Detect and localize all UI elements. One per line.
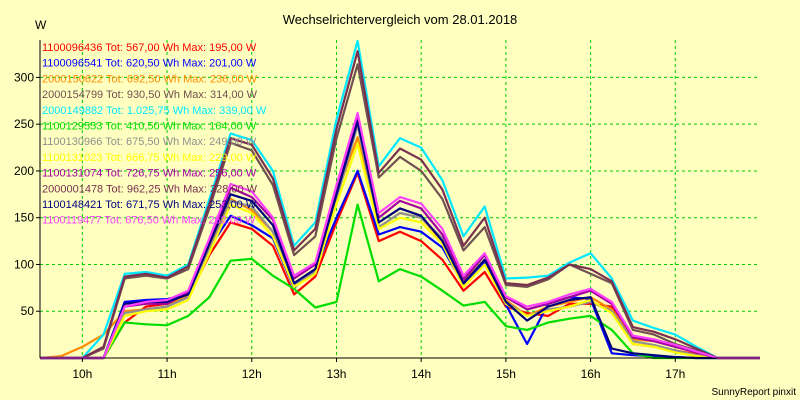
x-tick-label: 17h — [665, 367, 685, 381]
x-tick-label: 14h — [411, 367, 431, 381]
x-tick-label: 10h — [72, 367, 92, 381]
plot-area — [39, 39, 760, 360]
x-tick-label: 16h — [581, 367, 601, 381]
axes: 50 100 150 200 250 300 10h 11h 12h 13h 14h 15h 16h 17… — [14, 40, 760, 381]
y-tick-label: 150 — [14, 211, 34, 225]
legend-entry-1100131074: 1100131074 Tot: 726,75 Wh Max: 256,00 W — [42, 168, 257, 180]
y-axis-label: W — [35, 18, 47, 32]
y-tick-label: 200 — [14, 164, 34, 178]
legend-entry-2000154799: 2000154799 Tot: 930,50 Wh Max: 314,00 W — [42, 89, 258, 101]
footer-credit: SunnyReport pinxit — [712, 387, 797, 398]
legend-entry-2000149882: 2000149882 Tot: 1.025,75 Wh Max: 339,00 … — [42, 105, 267, 117]
legend-entry-1100096541: 1100096541 Tot: 620,50 Wh Max: 201,00 W — [42, 58, 257, 70]
legend-entry-2000001478: 2000001478 Tot: 962,25 Wh Max: 328,00 W — [42, 183, 258, 195]
legend-entry-1100148421: 1100148421 Tot: 671,75 Wh Max: 253,00 W — [42, 199, 257, 211]
y-tick-label: 50 — [21, 304, 35, 318]
legend-entry-2000150622: 2000150622 Tot: 692,50 Wh Max: 236,00 W — [42, 73, 258, 85]
legend-entry-1100129553: 1100129553 Tot: 410,50 Wh Max: 164,00 W — [42, 121, 257, 133]
series-line-2000149882 — [40, 39, 760, 360]
legend-entry-1100131023: 1100131023 Tot: 666,75 Wh Max: 229,00 W — [42, 152, 257, 164]
series-line-1100131023 — [40, 142, 760, 360]
y-tick-label: 250 — [14, 117, 34, 131]
legend-entry-1100096436: 1100096436 Tot: 567,00 Wh Max: 195,00 W — [42, 42, 257, 54]
series-line-1100130966 — [40, 123, 760, 360]
x-tick-label: 11h — [157, 367, 176, 381]
legend-entry-1100119477: 1100119477 Tot: 676,50 Wh Max: 262,00 W — [42, 215, 256, 227]
series-line-2000154799 — [40, 63, 760, 360]
chart-title: Wechselrichtervergleich vom 28.01.2018 — [283, 12, 518, 27]
legend-entry-1100130966: 1100130966 Tot: 675,50 Wh Max: 249,00 W — [42, 136, 257, 148]
series-line-1100131074 — [40, 117, 760, 360]
series-line-2000001478 — [40, 50, 760, 360]
series-line-1100148421 — [40, 120, 760, 360]
y-tick-label: 100 — [14, 257, 34, 271]
series-line-1100119477 — [40, 111, 760, 360]
x-tick-label: 13h — [326, 367, 346, 381]
x-tick-label: 15h — [496, 367, 516, 381]
y-tick-label: 300 — [14, 70, 34, 84]
legend: 1100096436 Tot: 567,00 Wh Max: 195,00 W 1… — [42, 42, 267, 227]
x-tick-label: 12h — [242, 367, 262, 381]
